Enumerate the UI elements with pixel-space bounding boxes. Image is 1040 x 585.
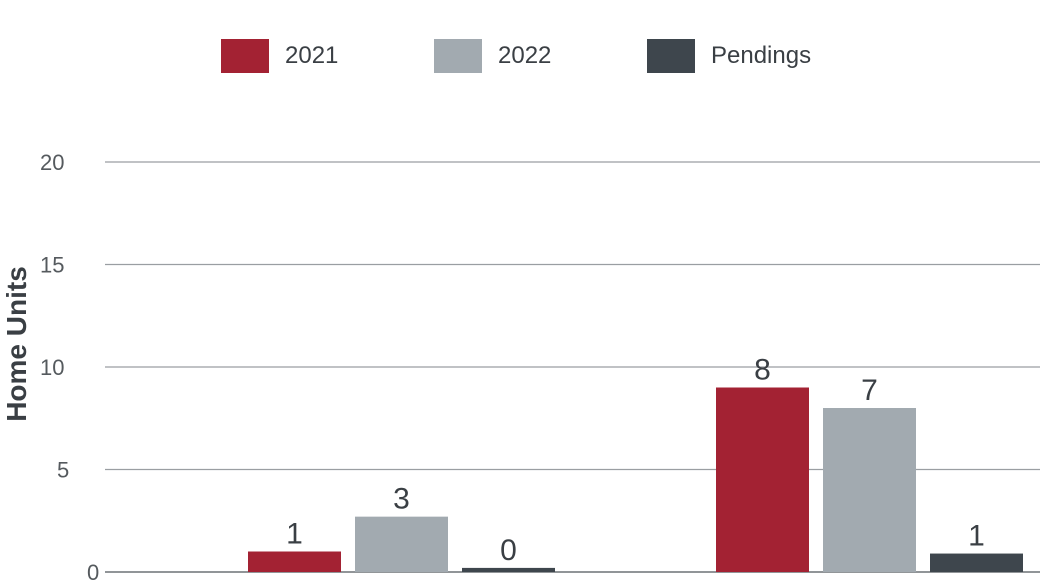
legend-swatch-2022: [434, 39, 482, 73]
legend-item-2022: 2022: [434, 38, 551, 74]
bars: [248, 387, 1023, 572]
y-tick-label-5: 5: [57, 458, 69, 483]
legend-item-2021: 2021: [221, 38, 338, 74]
bar-pendings-group-2: [930, 553, 1023, 572]
bar-2021-group-2: [716, 387, 809, 572]
legend-label-2022: 2022: [498, 42, 552, 69]
chart-legend: 2021 2022 Pendings: [0, 38, 1040, 74]
data-label-2022-group-2: 7: [861, 374, 878, 407]
legend-swatch-pendings: [647, 39, 695, 73]
y-tick-label-20: 20: [40, 150, 64, 175]
legend-swatch-2021: [221, 39, 269, 73]
legend-label-pendings: Pendings: [711, 42, 812, 69]
bar-2022-group-1: [355, 516, 448, 572]
bar-2021-group-1: [248, 551, 341, 572]
data-labels: 1 3 0 8 7 1: [286, 354, 985, 567]
bar-2022-group-2: [823, 408, 916, 572]
y-tick-labels: 0 5 10 15 20: [40, 150, 99, 585]
legend-item-pendings: Pendings: [647, 38, 811, 74]
data-label-pendings-group-1: 0: [500, 534, 517, 567]
legend-label-2021: 2021: [285, 42, 339, 69]
data-label-pendings-group-2: 1: [968, 520, 985, 553]
data-label-2022-group-1: 3: [393, 483, 410, 516]
y-tick-label-0: 0: [87, 560, 99, 585]
bar-pendings-group-1: [462, 567, 555, 572]
y-tick-label-15: 15: [40, 253, 64, 278]
y-tick-label-10: 10: [40, 355, 64, 380]
data-label-2021-group-2: 8: [754, 354, 771, 387]
data-label-2021-group-1: 1: [286, 518, 303, 551]
